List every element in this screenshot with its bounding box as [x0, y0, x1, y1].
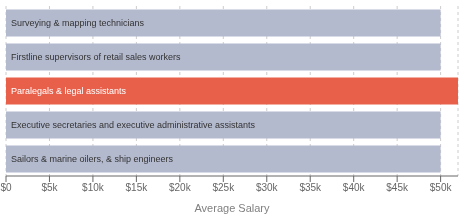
svg-text:$25k: $25k	[212, 182, 235, 193]
svg-text:Firstline supervisors of retai: Firstline supervisors of retail sales wo…	[11, 52, 181, 62]
svg-text:Executive secretaries and exec: Executive secretaries and executive admi…	[11, 120, 256, 130]
svg-text:$20k: $20k	[169, 182, 192, 193]
svg-text:$45k: $45k	[386, 182, 409, 193]
svg-text:$0: $0	[8, 182, 12, 193]
svg-text:Average Salary: Average Salary	[194, 202, 270, 214]
svg-text:Sailors & marine oilers, & shi: Sailors & marine oilers, & ship engineer…	[11, 154, 174, 164]
svg-text:Paralegals & legal assistants: Paralegals & legal assistants	[11, 86, 127, 96]
svg-text:$15k: $15k	[126, 182, 149, 193]
svg-text:$10k: $10k	[82, 182, 105, 193]
svg-text:$5k: $5k	[41, 182, 58, 193]
svg-text:Surveying & mapping technician: Surveying & mapping technicians	[11, 18, 145, 28]
svg-text:$30k: $30k	[256, 182, 279, 193]
svg-text:$40k: $40k	[343, 182, 366, 193]
svg-text:$50k: $50k	[430, 182, 453, 193]
svg-text:$35k: $35k	[299, 182, 322, 193]
